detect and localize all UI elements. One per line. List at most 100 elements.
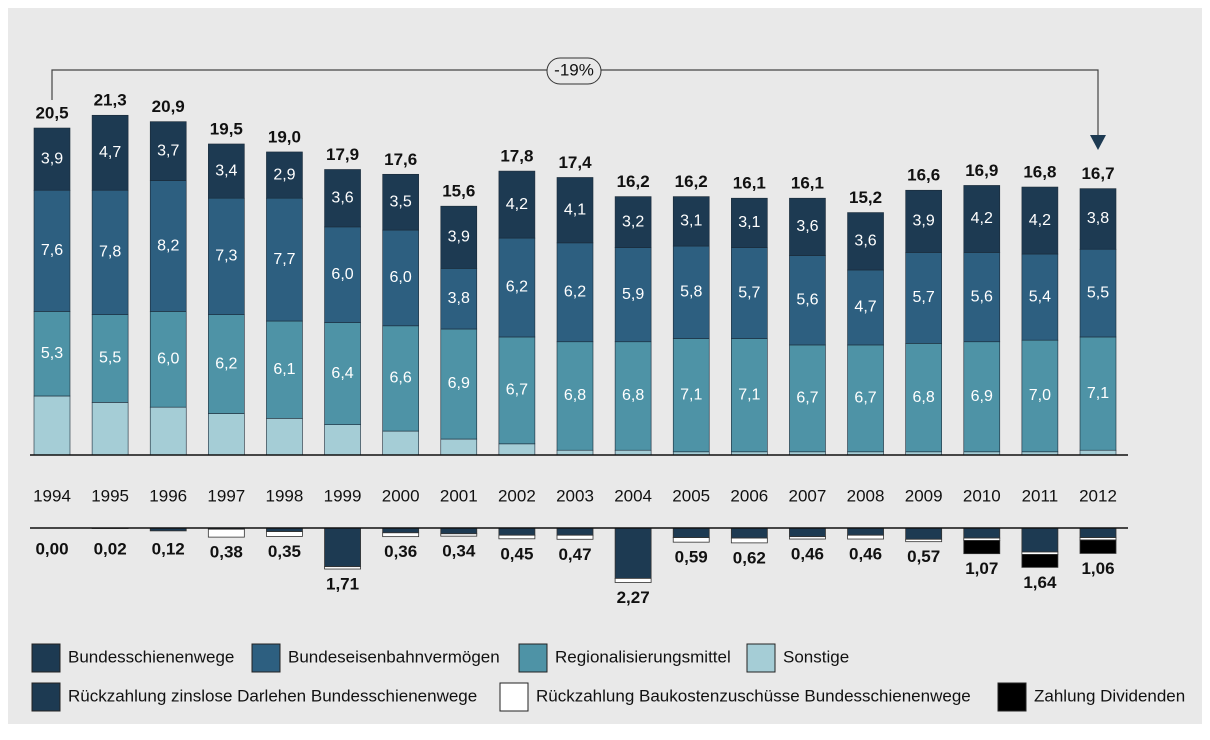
x-tick-label: 2011	[1022, 486, 1059, 505]
deduction-label: 1,64	[1023, 573, 1057, 592]
bar-segment	[789, 344, 826, 453]
bar-segment	[1021, 339, 1059, 453]
x-tick-label: 2002	[498, 486, 536, 505]
x-tick-label: 2009	[905, 486, 943, 505]
segment-label: 3,6	[854, 232, 876, 249]
segment-label: 3,6	[331, 189, 353, 206]
deduction-segment	[556, 527, 594, 536]
deduction-label: 0,46	[849, 545, 882, 564]
bar-segment	[33, 127, 71, 191]
segment-label: 7,0	[1029, 387, 1051, 404]
x-tick-label: 2005	[672, 486, 710, 505]
total-label: 16,8	[1023, 163, 1056, 182]
total-label: 19,0	[268, 127, 301, 146]
deduction-label: 0,62	[733, 548, 766, 567]
legend-label: Regionalisierungsmittel	[555, 647, 731, 666]
bar-segment	[208, 197, 245, 315]
deduction-label: 1,06	[1081, 559, 1114, 578]
x-tick-label: 2000	[382, 486, 420, 505]
deduction-segment	[382, 532, 420, 538]
bar-segment	[614, 196, 652, 248]
total-label: 16,9	[965, 161, 998, 180]
legend-label: Bundeseisenbahnvermögen	[288, 647, 500, 666]
deduction-segment	[963, 527, 1001, 539]
segment-label: 6,7	[854, 390, 876, 407]
bar-segment	[847, 212, 884, 271]
deduction-segment	[266, 531, 303, 537]
bar-segment	[1079, 336, 1117, 451]
deduction-segment	[1079, 539, 1117, 554]
total-label: 20,5	[35, 104, 68, 123]
segment-label: 3,2	[622, 213, 644, 230]
deduction-label: 0,34	[442, 542, 476, 561]
arrow-head	[1090, 135, 1106, 150]
deduction-segment	[905, 527, 943, 540]
x-tick-label: 1994	[33, 486, 71, 505]
segment-label: 5,7	[913, 289, 935, 306]
segment-label: 3,6	[796, 218, 818, 235]
segment-label: 4,7	[854, 299, 876, 316]
segment-label: 6,2	[564, 284, 586, 301]
bar-segment	[91, 189, 129, 315]
segment-label: 4,2	[1029, 212, 1051, 229]
bar-segment	[33, 311, 71, 397]
deduction-segment	[614, 578, 652, 583]
deduction-segment	[672, 537, 710, 543]
deduction-segment	[324, 566, 361, 570]
bar-segment	[324, 169, 361, 228]
deduction-segment	[1079, 527, 1117, 539]
deduction-segment	[963, 540, 1001, 555]
segment-label: 5,3	[41, 345, 63, 362]
x-tick-label: 1998	[266, 486, 304, 505]
bar-segment	[382, 430, 419, 456]
segment-label: 6,0	[331, 266, 353, 283]
bar-segment	[266, 151, 303, 199]
segment-label: 5,5	[1087, 284, 1109, 301]
bar-segment	[789, 197, 826, 256]
bar-segment	[905, 343, 942, 453]
x-tick-label: 1997	[207, 486, 245, 505]
segment-label: 4,7	[99, 144, 121, 161]
total-label: 16,1	[733, 174, 766, 193]
legend-swatch	[31, 643, 61, 673]
bar-segment	[324, 322, 361, 425]
deduction-label: 0,47	[558, 545, 591, 564]
bar-segment	[789, 255, 826, 346]
segment-label: 5,9	[622, 286, 644, 303]
segment-label: 7,1	[738, 386, 760, 403]
segment-label: 6,8	[913, 389, 935, 406]
total-label: 16,2	[675, 172, 708, 191]
total-label: 19,5	[210, 119, 243, 138]
bar-segment	[1021, 186, 1059, 255]
total-label: 16,1	[791, 174, 824, 193]
deduction-label: 0,59	[675, 548, 708, 567]
bar-segment	[847, 269, 884, 346]
legend-label: Rückzahlung zinslose Darlehen Bundesschi…	[68, 686, 477, 705]
deduction-label: 1,07	[965, 559, 998, 578]
annotation-box	[546, 57, 602, 85]
deduction-label: 0,57	[907, 547, 940, 566]
segment-label: 3,9	[448, 229, 470, 246]
bar-segment	[149, 311, 187, 408]
legend-label: Sonstige	[783, 647, 849, 666]
bar-segment	[440, 328, 478, 440]
segment-label: 7,7	[273, 251, 295, 268]
deduction-label: 0,35	[268, 542, 301, 561]
legend-label: Rückzahlung Baukostenzuschüsse Bundessch…	[536, 686, 971, 705]
x-tick-label: 2003	[556, 486, 594, 505]
total-label: 21,3	[94, 91, 127, 110]
background	[8, 8, 1202, 724]
segment-label: 2,9	[273, 166, 295, 183]
deduction-segment	[847, 527, 884, 536]
x-tick-label: 2012	[1079, 486, 1117, 505]
deduction-segment	[905, 538, 943, 543]
deduction-label: 0,12	[152, 539, 185, 558]
bar-segment	[672, 245, 710, 339]
bar-segment	[382, 229, 419, 327]
deduction-segment	[440, 533, 478, 537]
segment-label: 3,1	[738, 214, 760, 231]
bar-segment	[672, 196, 710, 247]
deduction-label: 0,46	[791, 545, 824, 564]
segment-label: 3,5	[390, 193, 412, 210]
